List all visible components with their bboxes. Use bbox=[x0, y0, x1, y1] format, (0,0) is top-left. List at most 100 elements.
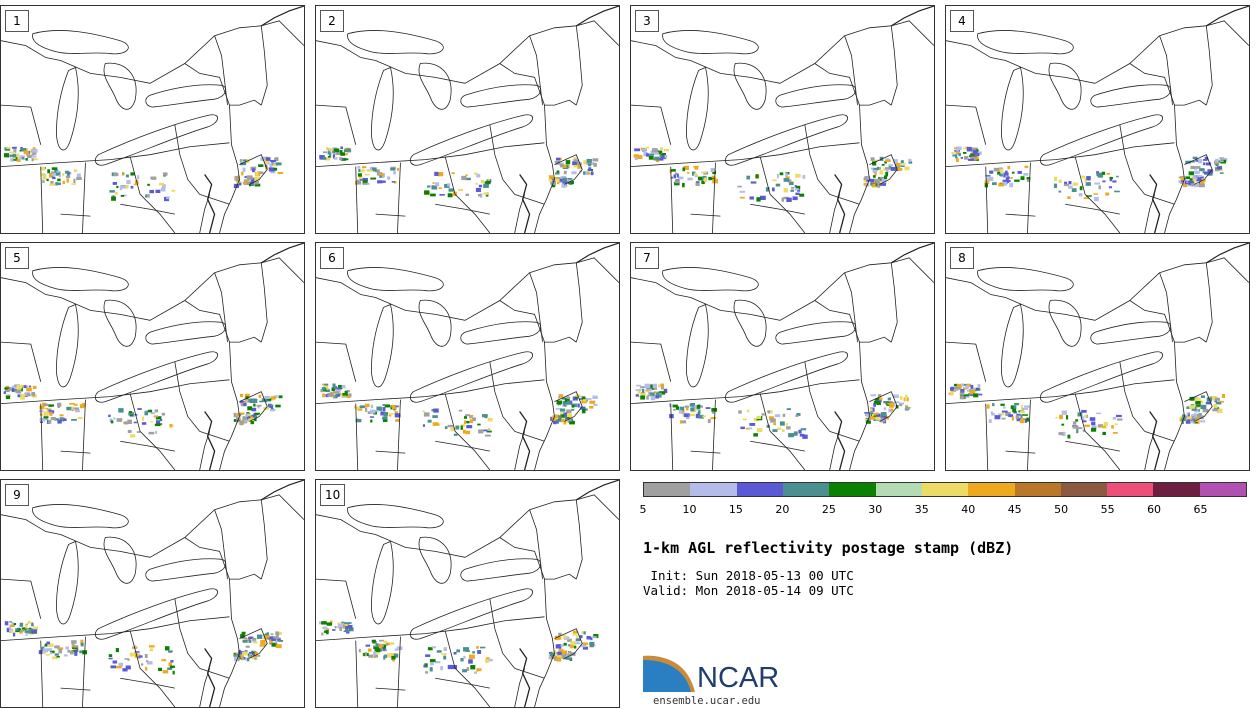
reflectivity-cell bbox=[879, 181, 883, 185]
reflectivity-cell bbox=[272, 164, 278, 167]
reflectivity-cell bbox=[264, 635, 270, 638]
reflectivity-cell bbox=[800, 428, 807, 431]
reflectivity-cell bbox=[674, 181, 680, 186]
reflectivity-cell bbox=[651, 148, 658, 153]
reflectivity-cell bbox=[562, 400, 568, 405]
reflectivity-cell bbox=[1194, 409, 1199, 413]
reflectivity-cell bbox=[118, 408, 124, 413]
reflectivity-cell bbox=[1085, 195, 1092, 197]
reflectivity-cell bbox=[1108, 186, 1112, 189]
reflectivity-cell bbox=[767, 411, 772, 414]
reflectivity-cell bbox=[486, 180, 491, 185]
reflectivity-cell bbox=[20, 384, 24, 388]
reflectivity-cell bbox=[554, 414, 559, 419]
reflectivity-cell bbox=[463, 655, 466, 659]
reflectivity-cell bbox=[332, 154, 335, 159]
reflectivity-cell bbox=[25, 158, 28, 161]
reflectivity-cell bbox=[390, 167, 396, 171]
reflectivity-cell bbox=[247, 416, 251, 420]
reflectivity-cell bbox=[555, 644, 562, 649]
reflectivity-cell bbox=[1081, 409, 1087, 413]
reflectivity-cell bbox=[242, 167, 246, 172]
reflectivity-cell bbox=[259, 400, 264, 403]
reflectivity-cell bbox=[964, 155, 969, 160]
reflectivity-cell bbox=[1008, 179, 1011, 182]
reflectivity-cell bbox=[247, 413, 250, 416]
reflectivity-cell bbox=[11, 387, 15, 393]
reflectivity-cell bbox=[32, 158, 38, 161]
reflectivity-cell bbox=[969, 388, 973, 391]
reflectivity-cell bbox=[256, 404, 262, 407]
reflectivity-cell bbox=[1189, 179, 1192, 182]
reflectivity-cell bbox=[7, 386, 13, 391]
reflectivity-cell bbox=[883, 175, 888, 180]
reflectivity-cell bbox=[960, 156, 964, 159]
reflectivity-cell bbox=[908, 161, 913, 164]
reflectivity-cell bbox=[369, 416, 375, 418]
reflectivity-cell bbox=[431, 409, 434, 412]
reflectivity-cell bbox=[645, 146, 650, 149]
reflectivity-cell bbox=[378, 639, 384, 642]
reflectivity-cell bbox=[676, 173, 679, 178]
reflectivity-cell bbox=[371, 656, 377, 659]
colorbar-tick: 10 bbox=[682, 503, 697, 516]
reflectivity-cell bbox=[74, 409, 80, 413]
reflectivity-cell bbox=[771, 187, 775, 192]
reflectivity-cell bbox=[25, 630, 30, 633]
reflectivity-cell bbox=[968, 158, 974, 161]
reflectivity-cell bbox=[463, 647, 469, 652]
reflectivity-cell bbox=[57, 178, 61, 182]
reflectivity-cell bbox=[332, 383, 336, 387]
reflectivity-cell bbox=[483, 183, 489, 188]
reflectivity-cell bbox=[338, 384, 343, 390]
reflectivity-cell bbox=[567, 653, 570, 658]
reflectivity-cell bbox=[785, 423, 789, 426]
reflectivity-cell bbox=[963, 394, 969, 397]
reflectivity-cell bbox=[247, 653, 250, 656]
colorbar-segment bbox=[968, 483, 1015, 496]
reflectivity-cell bbox=[635, 394, 639, 397]
colorbar-segment bbox=[782, 483, 830, 496]
reflectivity-cell bbox=[1112, 180, 1117, 183]
reflectivity-cell bbox=[73, 169, 78, 173]
reflectivity-cell bbox=[110, 420, 114, 424]
reflectivity-cell bbox=[269, 639, 274, 644]
reflectivity-cell bbox=[712, 177, 717, 180]
reflectivity-cell bbox=[252, 168, 255, 173]
reflectivity-cell bbox=[1063, 183, 1069, 187]
reflectivity-cell bbox=[23, 627, 27, 630]
colorbar-tick: 60 bbox=[1147, 503, 1162, 516]
reflectivity-cell bbox=[321, 387, 326, 391]
reflectivity-cell bbox=[71, 640, 77, 644]
reflectivity-cell bbox=[57, 402, 62, 407]
reflectivity-cell bbox=[456, 649, 461, 653]
reflectivity-cell bbox=[866, 178, 872, 182]
reflectivity-cell bbox=[333, 148, 340, 153]
reflectivity-cell bbox=[451, 665, 458, 670]
reflectivity-cell bbox=[124, 658, 130, 660]
reflectivity-cell bbox=[556, 657, 562, 662]
reflectivity-cell bbox=[646, 388, 653, 392]
reflectivity-cell bbox=[583, 171, 587, 175]
reflectivity-cell bbox=[972, 149, 978, 155]
basemap-and-reflectivity bbox=[631, 243, 934, 470]
reflectivity-cell bbox=[1202, 171, 1208, 174]
reflectivity-cell bbox=[240, 393, 244, 398]
reflectivity-cell bbox=[252, 638, 256, 642]
reflectivity-cell bbox=[548, 655, 552, 660]
reflectivity-cell bbox=[566, 409, 572, 414]
reflectivity-cell bbox=[375, 169, 380, 173]
reflectivity-cell bbox=[589, 641, 595, 646]
reflectivity-cell bbox=[962, 151, 967, 154]
reflectivity-colorbar bbox=[643, 482, 1247, 497]
reflectivity-cell bbox=[695, 413, 699, 419]
reflectivity-cell bbox=[487, 178, 491, 183]
reflectivity-cell bbox=[580, 645, 586, 648]
reflectivity-cell bbox=[128, 411, 133, 413]
reflectivity-cell bbox=[368, 654, 374, 658]
reflectivity-cell bbox=[33, 626, 38, 631]
reflectivity-cell bbox=[1001, 412, 1005, 416]
reflectivity-cell bbox=[1024, 165, 1029, 169]
reflectivity-cell bbox=[378, 173, 384, 176]
reflectivity-cell bbox=[888, 408, 892, 413]
